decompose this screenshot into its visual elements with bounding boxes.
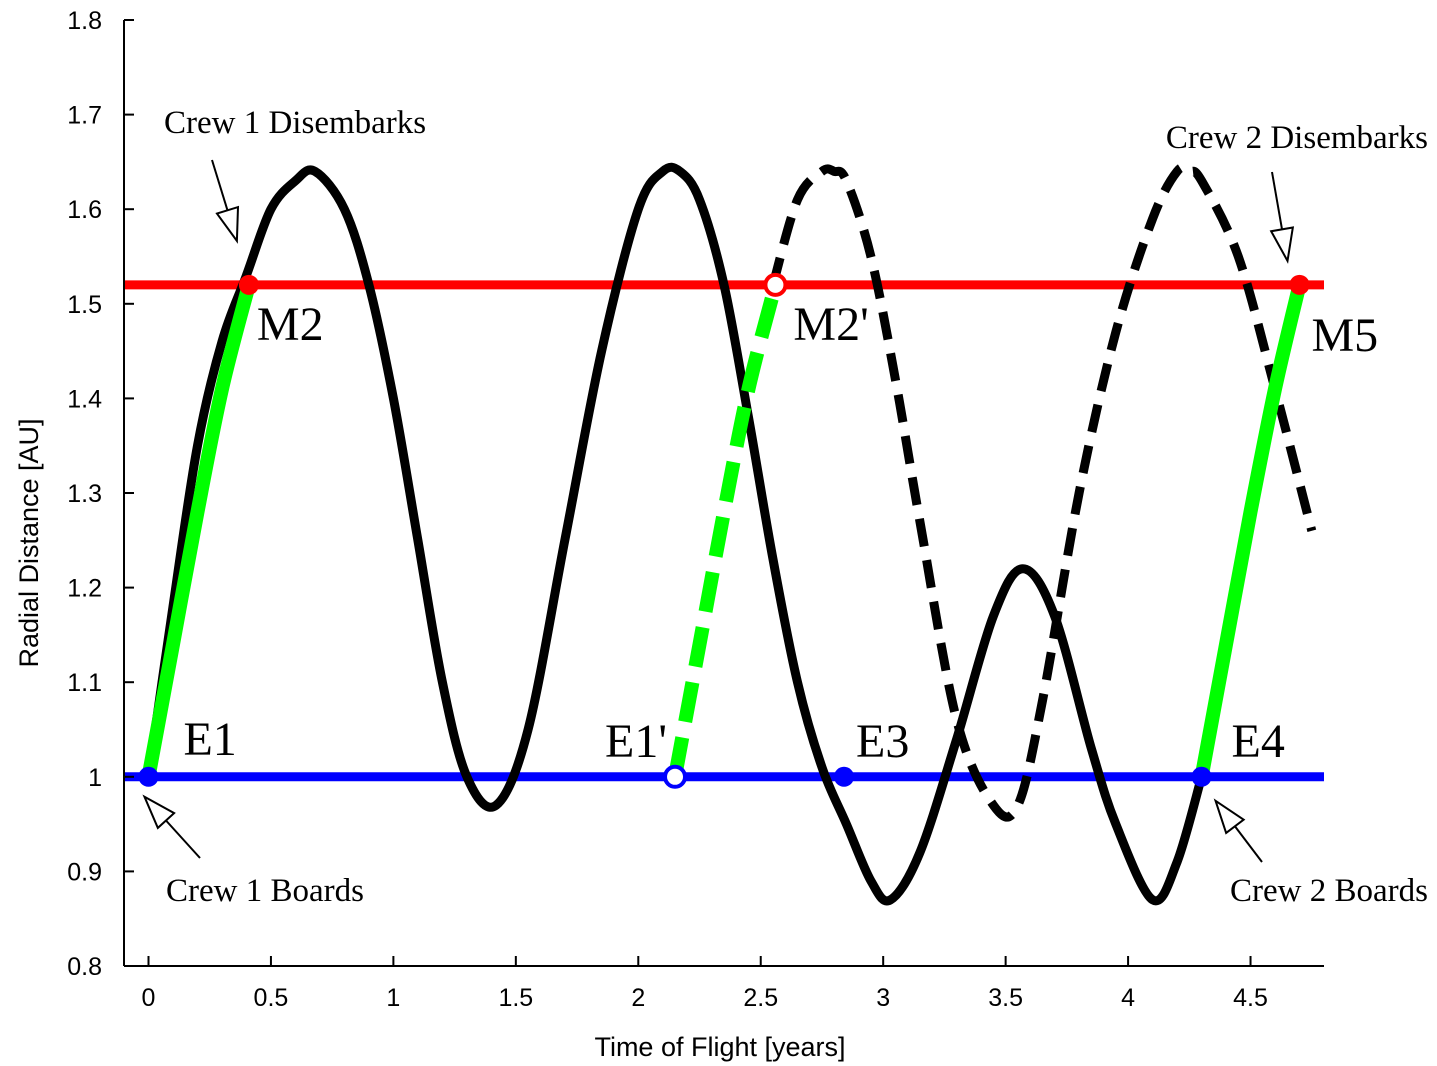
point-marker-0	[138, 766, 159, 787]
point-marker-4	[834, 766, 854, 787]
annotation-arrow-head-1	[142, 794, 176, 830]
y-tick-label-6: 1.4	[67, 385, 102, 413]
y-tick-label-3: 1.1	[67, 669, 102, 697]
annotation-arrow-shaft-1	[165, 819, 201, 859]
series-path-3	[668, 283, 783, 779]
annotation-text-0: Crew 1 Disembarks	[164, 105, 426, 141]
x-tick-label-8: 4	[1121, 984, 1135, 1012]
y-tick-label-0: 0.8	[67, 953, 102, 981]
annotation-arrow-shaft-3	[1234, 825, 1263, 863]
annotation-arrow-shaft-2	[1271, 171, 1283, 230]
y-tick-label-2: 1	[88, 764, 102, 792]
annotation-layer: Crew 1 Disembarks Crew 1 Boards Crew 2 Dis…	[142, 105, 1428, 909]
y-tick-label-5: 1.3	[67, 480, 102, 508]
x-tick-label-0: 0	[142, 984, 156, 1012]
x-tick-label-7: 3.5	[988, 984, 1023, 1012]
annotation-text-2: Crew 2 Disembarks	[1166, 120, 1428, 156]
x-tick-label-1: 0.5	[254, 984, 289, 1012]
point-label-1: M2	[257, 298, 324, 351]
x-tick-label-9: 4.5	[1233, 984, 1268, 1012]
annotation-text-1: Crew 1 Boards	[166, 873, 364, 909]
y-tick-label-10: 1.8	[67, 7, 102, 35]
x-tick-label-3: 1.5	[498, 984, 533, 1012]
labels-layer: E1 M2 E1' M2' E3 E4 M5	[183, 298, 1378, 768]
point-marker-1	[238, 274, 259, 295]
y-tick-label-7: 1.5	[67, 291, 102, 319]
series-layer	[141, 162, 1317, 906]
series-path-4	[1194, 283, 1307, 779]
point-marker-2	[663, 764, 688, 789]
y-tick-label-1: 0.9	[67, 858, 102, 886]
annotation-arrow-shaft-0	[211, 159, 229, 211]
point-label-4: E3	[856, 715, 909, 768]
point-label-6: M5	[1312, 309, 1379, 362]
point-label-0: E1	[183, 713, 236, 766]
points-layer	[138, 272, 1310, 789]
point-label-2: E1'	[605, 715, 667, 768]
x-tick-label-6: 3	[876, 984, 890, 1012]
series-path-2	[141, 283, 256, 779]
y-tick-label-4: 1.2	[67, 575, 102, 603]
annotation-text-3: Crew 2 Boards	[1230, 873, 1428, 909]
y-axis-title: Radial Distance [AU]	[14, 418, 44, 667]
series-path-0	[144, 162, 1206, 906]
x-tick-label-4: 2	[631, 984, 645, 1012]
annotation-arrow-head-0	[215, 205, 240, 244]
x-axis-title: Time of Flight [years]	[594, 1032, 845, 1062]
annotation-arrow-head-3	[1213, 798, 1246, 835]
point-label-3: M2'	[793, 298, 868, 351]
x-tick-label-5: 2.5	[743, 984, 778, 1012]
point-marker-3	[763, 272, 788, 297]
point-marker-5	[1191, 766, 1212, 787]
series-path-1	[768, 163, 1317, 822]
y-tick-label-9: 1.7	[67, 102, 102, 130]
annotation-arrow-head-2	[1269, 226, 1295, 264]
axes-layer: 0 0.5 1 1.5 2 2.5 3 3.5 4 4.5 0.8 0.9 1 1.1 1.2 1.3 1.4 1…	[14, 7, 1324, 1062]
x-tick-label-2: 1	[386, 984, 400, 1012]
point-label-5: E4	[1232, 715, 1285, 768]
y-tick-label-8: 1.6	[67, 196, 102, 224]
point-marker-6	[1289, 274, 1310, 295]
